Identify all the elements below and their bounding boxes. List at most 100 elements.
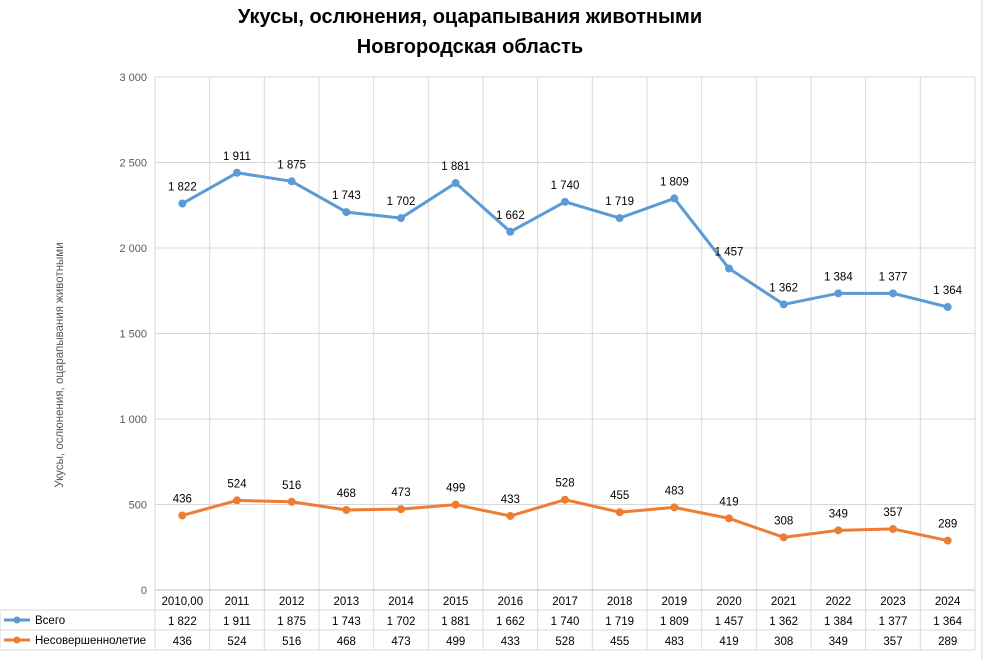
table-cell: 419 — [719, 636, 738, 648]
table-cell: 483 — [665, 636, 684, 648]
data-point — [233, 496, 241, 505]
data-label: 473 — [391, 487, 410, 499]
data-point — [834, 289, 843, 298]
table-cell: 1 364 — [933, 616, 962, 628]
x-tick-label: 2013 — [334, 596, 360, 608]
x-tick-label: 2018 — [607, 596, 633, 608]
y-tick-label: 0 — [141, 585, 147, 597]
data-label: 1 457 — [715, 247, 744, 259]
data-point — [725, 514, 733, 523]
table-cell: 524 — [227, 636, 247, 648]
data-label: 357 — [883, 507, 902, 519]
data-point — [834, 526, 843, 535]
table-cell: 455 — [610, 636, 629, 648]
table-cell: 1 662 — [496, 616, 525, 628]
table-cell: 1 809 — [660, 616, 689, 628]
data-label: 1 740 — [551, 180, 580, 192]
data-point — [342, 505, 351, 514]
table-cell: 1 743 — [332, 616, 361, 628]
data-point — [561, 197, 569, 206]
series-line — [181, 171, 949, 309]
data-label: 1 809 — [660, 176, 689, 188]
data-point — [233, 168, 241, 177]
table-cell: 468 — [337, 636, 356, 648]
table-cell: 436 — [173, 636, 192, 648]
y-tick-label: 1 000 — [119, 414, 147, 426]
data-point — [506, 227, 515, 236]
table-cell: 1 702 — [387, 616, 416, 628]
data-label: 349 — [829, 508, 848, 520]
table-cell: 499 — [446, 636, 465, 648]
table-cell: 1 362 — [769, 616, 798, 628]
data-label: 1 822 — [168, 182, 197, 194]
x-tick-label: 2014 — [388, 596, 414, 608]
legend-marker — [13, 616, 21, 624]
data-point — [779, 533, 788, 542]
data-label: 1 743 — [332, 190, 361, 202]
x-tick-label: 2010,00 — [162, 596, 204, 608]
x-tick-label: 2019 — [662, 596, 688, 608]
table-cell: 308 — [774, 636, 793, 648]
table-cell: 1 881 — [441, 616, 470, 628]
table-cell: 1 911 — [223, 616, 251, 628]
data-point — [451, 179, 460, 188]
data-point — [889, 289, 897, 298]
x-tick-label: 2016 — [498, 596, 524, 608]
data-point — [178, 511, 187, 520]
data-label: 289 — [938, 519, 957, 531]
x-tick-label: 2011 — [225, 596, 250, 608]
data-label: 1 911 — [223, 151, 251, 163]
x-tick-label: 2022 — [826, 596, 852, 608]
data-point — [779, 300, 788, 309]
data-point — [615, 508, 624, 517]
table-cell: 1 719 — [605, 616, 634, 628]
data-label: 524 — [227, 478, 247, 490]
y-tick-label: 500 — [129, 500, 147, 512]
table-cell: 1 384 — [824, 616, 853, 628]
data-point — [725, 264, 733, 273]
data-point — [342, 208, 351, 217]
data-point — [287, 177, 296, 186]
data-point — [615, 214, 624, 223]
data-point — [889, 524, 897, 533]
data-label: 516 — [282, 480, 301, 492]
table-cell: 349 — [829, 636, 848, 648]
data-label: 483 — [665, 485, 684, 497]
x-tick-label: 2017 — [552, 596, 578, 608]
data-point — [943, 536, 952, 545]
data-point — [943, 302, 952, 311]
data-label: 455 — [610, 490, 629, 502]
x-tick-label: 2012 — [279, 596, 305, 608]
data-label: 1 719 — [605, 196, 634, 208]
data-label: 499 — [446, 483, 465, 495]
data-label: 1 881 — [441, 161, 470, 173]
table-cell: 289 — [938, 636, 957, 648]
data-label: 1 384 — [824, 271, 853, 283]
table-cell: 473 — [391, 636, 410, 648]
data-point — [178, 199, 187, 208]
data-label: 419 — [719, 496, 738, 508]
data-point — [670, 503, 679, 512]
x-tick-label: 2015 — [443, 596, 469, 608]
legend-label: Всего — [35, 615, 65, 627]
data-label: 308 — [774, 515, 793, 527]
data-label: 1 662 — [496, 210, 525, 222]
data-point — [561, 495, 569, 504]
table-cell: 528 — [555, 636, 574, 648]
table-cell: 1 740 — [551, 616, 580, 628]
data-point — [670, 194, 679, 203]
data-label: 1 702 — [387, 196, 416, 208]
table-cell: 1 377 — [879, 616, 908, 628]
y-tick-label: 2 000 — [119, 243, 147, 255]
table-cell: 357 — [883, 636, 902, 648]
data-point — [451, 500, 460, 509]
data-label: 1 362 — [769, 282, 798, 294]
chart-subtitle: Новгородская область — [356, 36, 584, 58]
data-point — [397, 214, 405, 223]
table-cell: 1 457 — [715, 616, 744, 628]
x-tick-label: 2023 — [880, 596, 906, 608]
legend-marker — [13, 636, 21, 644]
table-cell: 433 — [501, 636, 520, 648]
data-label: 436 — [173, 493, 192, 505]
